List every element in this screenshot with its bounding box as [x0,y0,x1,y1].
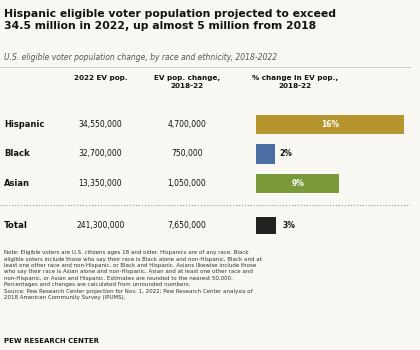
Text: 2022 EV pop.: 2022 EV pop. [74,75,127,81]
FancyBboxPatch shape [256,144,275,163]
Text: Hispanic eligible voter population projected to exceed
34.5 million in 2022, up : Hispanic eligible voter population proje… [4,9,336,31]
Text: 34,550,000: 34,550,000 [79,120,122,129]
Text: 16%: 16% [321,120,339,129]
Text: Total: Total [4,221,28,230]
Text: U.S. eligible voter population change, by race and ethnicity, 2018-2022: U.S. eligible voter population change, b… [4,53,277,62]
Text: EV pop. change,
2018-22: EV pop. change, 2018-22 [154,75,220,89]
Text: Note: Eligible voters are U.S. citizens ages 18 and older. Hispanics are of any : Note: Eligible voters are U.S. citizens … [4,250,262,300]
FancyBboxPatch shape [256,174,339,194]
Text: 750,000: 750,000 [171,149,202,159]
FancyBboxPatch shape [256,217,276,234]
Text: 32,700,000: 32,700,000 [79,149,122,159]
Text: 9%: 9% [291,179,304,188]
Text: 1,050,000: 1,050,000 [167,179,206,188]
Text: Asian: Asian [4,179,30,188]
Text: 7,650,000: 7,650,000 [167,221,206,230]
Text: 4,700,000: 4,700,000 [167,120,206,129]
FancyBboxPatch shape [256,114,404,134]
Text: PEW RESEARCH CENTER: PEW RESEARCH CENTER [4,338,99,344]
Text: 241,300,000: 241,300,000 [76,221,125,230]
Text: Black: Black [4,149,30,159]
Text: % change in EV pop.,
2018-22: % change in EV pop., 2018-22 [252,75,339,89]
Text: 2%: 2% [280,149,293,159]
Text: 3%: 3% [282,221,295,230]
Text: Hispanic: Hispanic [4,120,45,129]
Text: 13,350,000: 13,350,000 [79,179,122,188]
